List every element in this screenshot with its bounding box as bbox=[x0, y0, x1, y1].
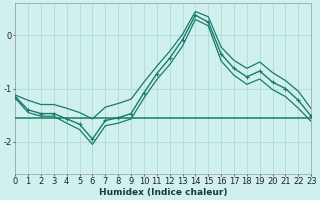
X-axis label: Humidex (Indice chaleur): Humidex (Indice chaleur) bbox=[99, 188, 228, 197]
